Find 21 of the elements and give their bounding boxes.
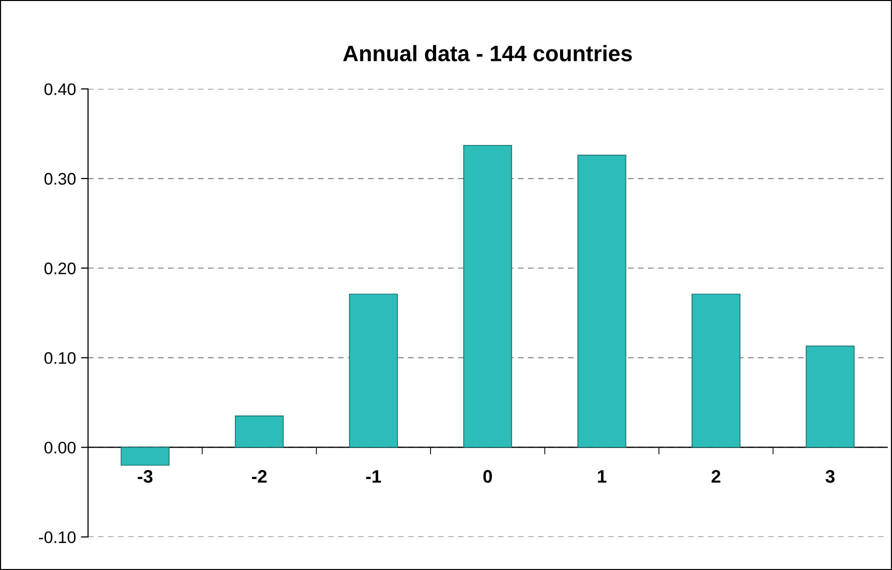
y-tick-label: 0.40 [44,83,76,96]
bar [577,154,626,448]
y-tick-label: -0.10 [38,531,76,544]
x-tick-label: -2 [252,470,267,483]
x-tick-label: 2 [712,470,720,483]
x-tick-label: 1 [598,470,606,483]
x-tick-label: -3 [138,470,153,483]
bar [349,294,398,448]
bar [692,294,740,448]
bar [806,346,855,448]
y-tick-label: 0.00 [44,442,76,454]
y-tick-label: 0.10 [44,352,76,364]
chart-title: Annual data - 144 countries [343,45,632,62]
x-tick-label: 0 [483,470,492,483]
bar [120,446,170,466]
x-tick-label: 3 [826,470,835,483]
bar [234,416,284,448]
y-tick-label: 0.20 [44,262,76,274]
bar [463,144,512,448]
x-tick-label: -1 [366,470,382,483]
y-tick-label: 0.30 [44,172,76,185]
